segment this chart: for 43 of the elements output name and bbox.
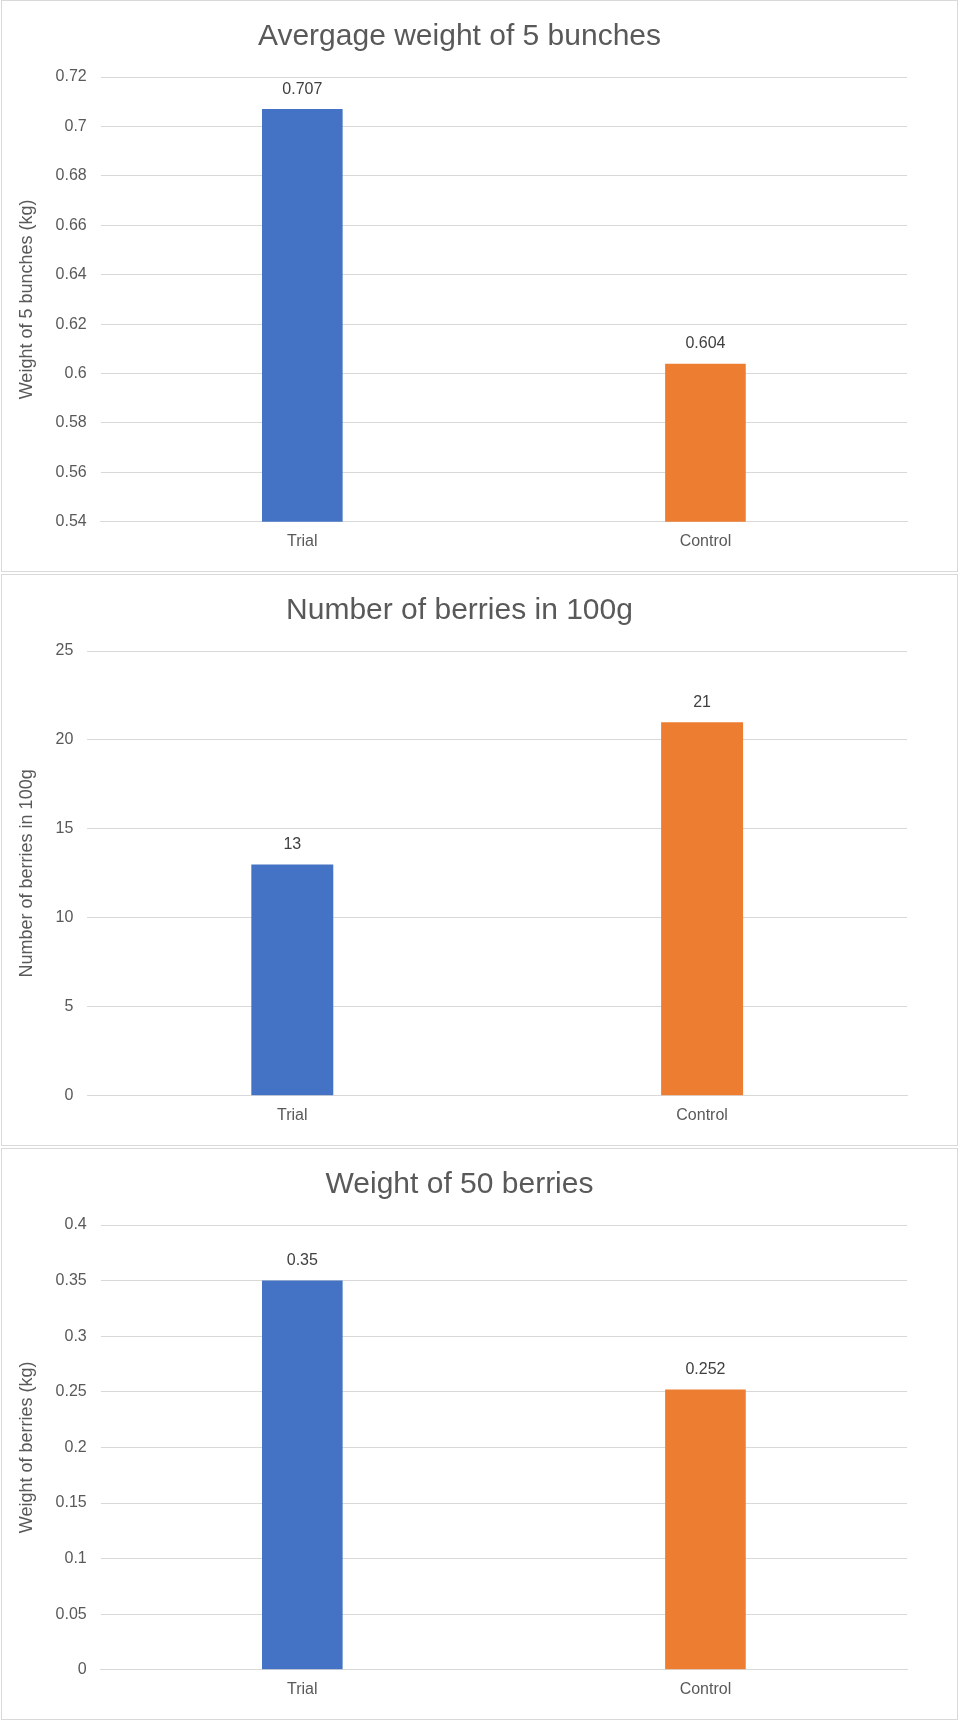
y-tick-label: 0.68	[55, 166, 87, 184]
y-tick-label: 0.58	[55, 413, 87, 431]
y-tick-label: 25	[55, 641, 74, 659]
x-tick-label: Trial	[287, 1679, 318, 1697]
data-label: 0.252	[685, 1359, 726, 1377]
y-tick-label: 20	[55, 730, 74, 748]
y-tick-label: 0.62	[55, 314, 87, 332]
x-tick-label: Trial	[277, 1105, 308, 1123]
y-axis-title: Weight of berries (kg)	[15, 1361, 36, 1534]
data-label: 21	[693, 692, 712, 710]
data-label: 0.707	[282, 79, 323, 97]
data-label: 13	[283, 834, 302, 852]
y-tick-label: 0.1	[64, 1549, 87, 1567]
y-tick-label: 0.2	[64, 1437, 87, 1455]
data-label: 0.35	[286, 1251, 318, 1269]
x-tick-label: Control	[676, 1105, 728, 1123]
x-tick-label: Control	[679, 531, 732, 549]
y-tick-label: 5	[64, 997, 74, 1015]
y-tick-label: 0.25	[55, 1382, 87, 1400]
y-tick-label: 0	[77, 1660, 87, 1678]
x-tick-label: Control	[679, 1679, 732, 1697]
y-axis-title: Weight of 5 bunches (kg)	[15, 199, 36, 400]
y-tick-label: 0.4	[64, 1215, 87, 1233]
y-tick-label: 0.72	[55, 67, 87, 85]
chart-title: Avergage weight of 5 bunches	[257, 18, 662, 52]
chart-title: Number of berries in 100g	[286, 592, 633, 626]
y-tick-label: 0.66	[55, 215, 87, 233]
y-axis-title: Number of berries in 100g	[15, 769, 36, 978]
data-label: 0.604	[685, 334, 726, 352]
chart-title: Weight of 50 berries	[325, 1166, 594, 1200]
y-tick-label: 0.6	[64, 363, 87, 381]
y-tick-label: 0.54	[55, 512, 87, 530]
y-tick-label: 0.35	[55, 1271, 87, 1289]
y-tick-label: 10	[55, 908, 74, 926]
y-tick-label: 0	[64, 1086, 74, 1104]
y-tick-label: 0.3	[64, 1326, 87, 1344]
x-tick-label: Trial	[287, 531, 318, 549]
y-tick-label: 0.15	[55, 1493, 87, 1511]
y-tick-label: 0.7	[64, 116, 87, 134]
y-tick-label: 0.64	[55, 265, 87, 283]
y-tick-label: 0.56	[55, 462, 87, 480]
y-tick-label: 0.05	[55, 1604, 87, 1622]
y-tick-label: 15	[55, 819, 74, 837]
